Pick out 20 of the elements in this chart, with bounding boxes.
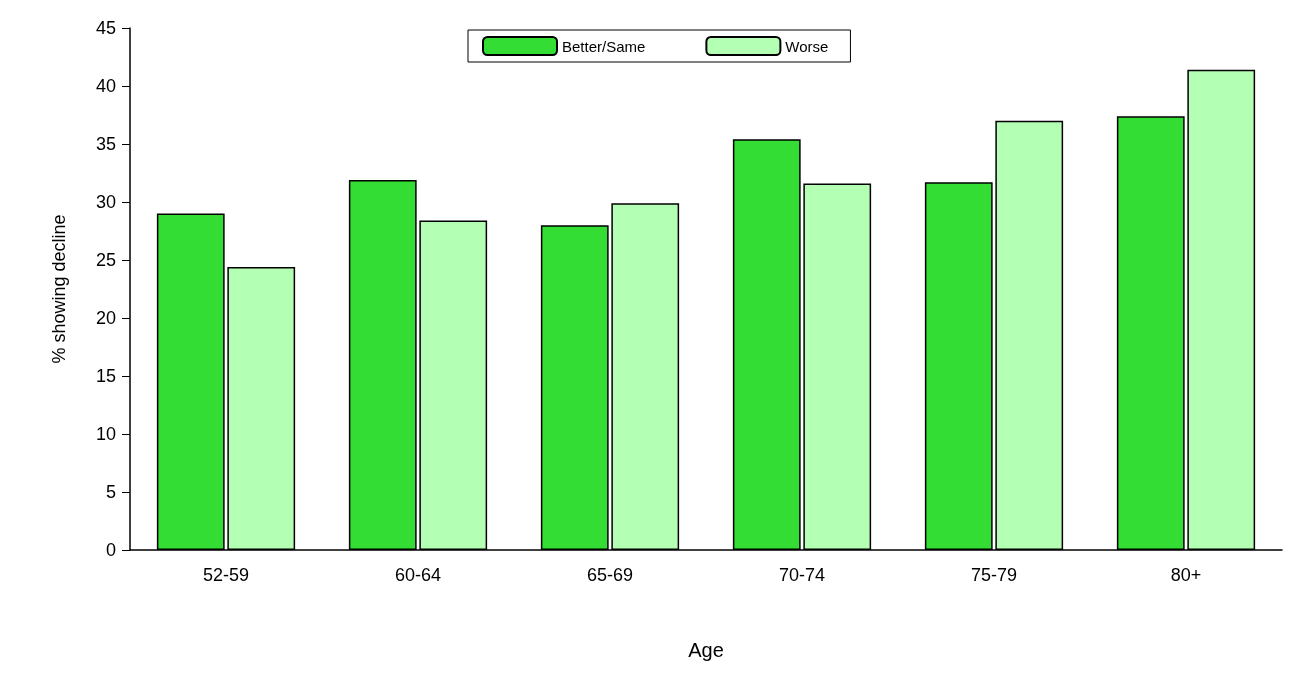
y-tick-label: 25 [95,250,116,270]
y-tick-label: 15 [95,366,116,386]
legend-label: Better/Same [562,37,646,55]
x-axis-title: Age [688,639,724,661]
x-tick-label: 65-69 [586,565,634,585]
x-tick-label: 80+ [1170,565,1202,585]
y-tick-label: 35 [95,134,116,154]
x-tick-label: 70-74 [778,565,826,585]
x-tick-label: 75-79 [970,565,1018,585]
y-tick-label: 40 [95,76,116,96]
y-tick-label: 45 [95,18,116,38]
y-tick-label: 30 [95,192,116,212]
y-tick-label: 20 [95,308,116,328]
y-tick-label: 5 [105,482,116,502]
x-tick-label: 60-64 [394,565,442,585]
y-tick-label: 10 [95,424,116,444]
legend-label: Worse [785,37,829,55]
y-tick-label: 0 [105,540,116,560]
x-tick-label: 52-59 [202,565,250,585]
y-axis-title: % showing decline [49,214,69,364]
